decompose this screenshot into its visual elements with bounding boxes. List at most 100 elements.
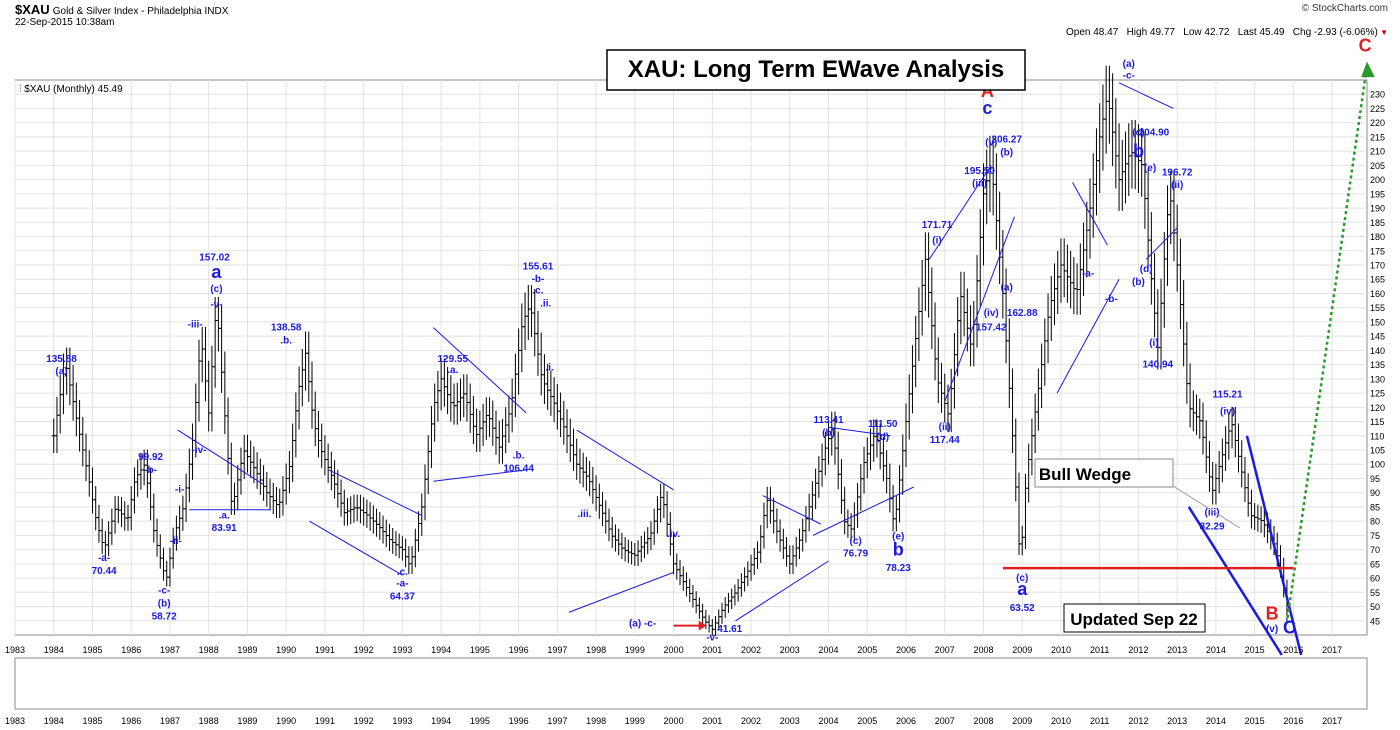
x-tick-label: 2014 xyxy=(1206,645,1226,655)
volume-x-tick-label: 1985 xyxy=(82,716,102,726)
volume-x-tick-label: 1987 xyxy=(160,716,180,726)
trend-line xyxy=(735,560,829,622)
major-wave-label: C xyxy=(1283,618,1296,638)
volume-x-tick-label: 2015 xyxy=(1245,716,1265,726)
wave-label: (b) xyxy=(1000,147,1013,158)
wave-label: 111.50 xyxy=(868,419,898,430)
volume-x-tick-label: 2010 xyxy=(1051,716,1071,726)
projection-arrowhead xyxy=(1361,61,1375,78)
volume-x-tick-label: 2007 xyxy=(935,716,955,726)
trend-line xyxy=(328,469,422,516)
y-tick-label: 145 xyxy=(1370,332,1385,342)
trend-line xyxy=(177,429,264,485)
wave-label: (c) xyxy=(850,536,862,547)
chart-title: XAU: Long Term EWave Analysis xyxy=(628,56,1005,83)
x-tick-label: 2009 xyxy=(1012,645,1032,655)
x-tick-label: 1988 xyxy=(199,645,219,655)
trend-line xyxy=(1145,227,1178,260)
wave-label: 82.29 xyxy=(1200,522,1225,533)
wave-label: -b- xyxy=(144,465,157,476)
y-tick-label: 140 xyxy=(1370,346,1385,356)
wave-label: .b. xyxy=(280,335,292,346)
y-axis: 45 50 55 60 65 70 75 80 85 90 95 100 105 110 115 120 125… xyxy=(1370,90,1385,627)
wave-label: -a- xyxy=(396,579,408,590)
bull-wedge-pointer xyxy=(1172,485,1241,529)
wave-label: (v) xyxy=(1266,624,1278,635)
x-tick-label: 1998 xyxy=(586,645,606,655)
major-wave-label: b xyxy=(1133,141,1144,161)
wave-label: 106.44 xyxy=(503,463,534,474)
wave-label: (b) xyxy=(158,599,171,610)
wave-label: .iv. xyxy=(667,529,680,540)
y-tick-label: 125 xyxy=(1370,389,1385,399)
volume-x-tick-label: 2000 xyxy=(664,716,684,726)
y-tick-label: 225 xyxy=(1370,104,1385,114)
updated-box: Updated Sep 22 xyxy=(1063,603,1206,633)
volume-x-tick-label: 2013 xyxy=(1167,716,1187,726)
low-arrow-head xyxy=(698,620,707,631)
x-tick-label: 2000 xyxy=(664,645,684,655)
wave-label: -b- xyxy=(1105,294,1118,305)
x-tick-label: 1996 xyxy=(509,645,529,655)
wave-label: (a) xyxy=(1123,59,1135,70)
wave-label: (ii) xyxy=(939,422,951,433)
volume-x-tick-label: 1991 xyxy=(315,716,335,726)
wave-label: (b) xyxy=(1132,277,1145,288)
wave-label: .a. xyxy=(447,365,458,376)
y-tick-label: 190 xyxy=(1370,204,1385,214)
x-tick-label: 2013 xyxy=(1167,645,1187,655)
wave-label: -b- xyxy=(532,274,545,285)
volume-x-tick-label: 2012 xyxy=(1128,716,1148,726)
x-tick-label: 1994 xyxy=(431,645,451,655)
x-tick-label: 1999 xyxy=(625,645,645,655)
symbol-title: $XAU Gold & Silver Index - Philadelphia … xyxy=(15,2,228,17)
wave-label: .a. xyxy=(219,510,230,521)
volume-x-axis: 1983 1984 1985 1986 1987 1988 1989 1990 1991 1992… xyxy=(5,716,1342,726)
trend-line xyxy=(576,429,674,491)
major-wave-label: b xyxy=(893,539,904,559)
volume-x-tick-label: 2016 xyxy=(1283,716,1303,726)
y-tick-label: 205 xyxy=(1370,161,1385,171)
projection-line xyxy=(1286,65,1369,619)
price-bars xyxy=(51,65,1289,636)
volume-x-tick-label: 2002 xyxy=(741,716,761,726)
wave-label: 117.44 xyxy=(930,435,960,446)
wave-label: 157.02 xyxy=(199,253,230,264)
y-tick-label: 180 xyxy=(1370,232,1385,242)
trend-line xyxy=(433,469,527,482)
major-wave-label: B xyxy=(1266,603,1279,623)
trend-line xyxy=(828,426,891,437)
volume-x-tick-label: 1999 xyxy=(625,716,645,726)
volume-panel xyxy=(14,657,1368,710)
trend-line xyxy=(1056,278,1120,394)
wave-label: (iii) xyxy=(1205,507,1220,518)
wave-label: -ii- xyxy=(170,536,182,547)
x-tick-label: 2012 xyxy=(1128,645,1148,655)
x-tick-label: 1983 xyxy=(5,645,25,655)
updated-note: Updated Sep 22 xyxy=(1070,610,1198,629)
x-tick-label: 2008 xyxy=(973,645,993,655)
down-arrow-icon: ▼ xyxy=(1377,28,1388,37)
volume-x-tick-label: 1988 xyxy=(199,716,219,726)
x-tick-label: 1997 xyxy=(547,645,567,655)
price-panel xyxy=(14,79,1368,636)
x-tick-label: 1984 xyxy=(44,645,64,655)
y-tick-label: 135 xyxy=(1370,360,1385,370)
y-tick-label: 185 xyxy=(1370,218,1385,228)
title-box: XAU: Long Term EWave Analysis xyxy=(606,49,1026,91)
x-tick-label: 2016 xyxy=(1283,645,1303,655)
trend-line xyxy=(568,571,674,613)
y-tick-label: 45 xyxy=(1370,616,1380,626)
volume-x-tick-label: 2004 xyxy=(819,716,839,726)
wave-label: (iii) xyxy=(972,179,987,190)
wave-label: 140.94 xyxy=(1143,359,1174,370)
trend-line xyxy=(762,495,821,525)
wave-label: -a- xyxy=(98,553,110,564)
x-tick-label: 2015 xyxy=(1245,645,1265,655)
y-tick-label: 230 xyxy=(1370,90,1385,100)
chart-legend: ⫶ $XAU (Monthly) 45.49 xyxy=(19,84,123,95)
x-tick-label: 2011 xyxy=(1090,645,1109,655)
y-tick-label: 85 xyxy=(1370,502,1380,512)
wave-label: .c. xyxy=(397,567,408,578)
